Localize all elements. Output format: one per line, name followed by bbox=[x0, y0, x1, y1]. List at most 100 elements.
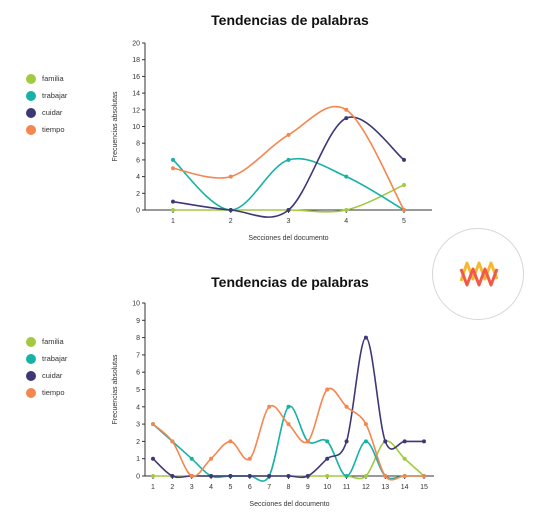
legend-label: tiempo bbox=[42, 388, 65, 397]
series-line-cuidar bbox=[172, 116, 405, 218]
data-point-cuidar bbox=[325, 456, 330, 461]
legend-item-trabajar[interactable]: trabajar bbox=[26, 87, 67, 104]
legend-swatch bbox=[26, 90, 36, 101]
y-tick-label: 18 bbox=[132, 57, 140, 64]
data-point-tiempo bbox=[151, 422, 155, 427]
data-point-cuidar bbox=[344, 116, 349, 121]
data-point-tiempo bbox=[383, 474, 388, 478]
legend-label: cuidar bbox=[42, 371, 63, 380]
data-point-familia bbox=[151, 474, 155, 478]
x-tick-label: 7 bbox=[267, 484, 271, 491]
y-tick-label: 8 bbox=[136, 141, 140, 148]
legend-item-familia[interactable]: familia bbox=[26, 333, 67, 350]
data-point-cuidar bbox=[344, 439, 349, 444]
data-point-familia bbox=[344, 208, 349, 212]
y-tick-label: 20 bbox=[132, 41, 140, 48]
legend-label: familia bbox=[42, 337, 64, 346]
data-point-trabajar bbox=[286, 404, 291, 409]
y-tick-label: 2 bbox=[136, 439, 140, 446]
x-tick-label: 15 bbox=[420, 484, 428, 491]
y-tick-label: 0 bbox=[136, 208, 140, 215]
legend-swatch bbox=[26, 336, 36, 347]
legend-item-tiempo[interactable]: tiempo bbox=[26, 121, 67, 138]
x-axis-title: Secciones del documento bbox=[248, 235, 328, 242]
legend-swatch bbox=[26, 370, 36, 381]
y-tick-label: 4 bbox=[136, 174, 140, 181]
chart-panel-top: Tendencias de palabras familia trabajar … bbox=[0, 0, 539, 255]
data-point-cuidar bbox=[170, 474, 175, 478]
data-point-cuidar bbox=[209, 474, 214, 478]
chart-panel-bottom: Tendencias de palabras familia trabajar … bbox=[0, 262, 539, 529]
x-tick-label: 11 bbox=[343, 484, 350, 491]
data-point-tiempo bbox=[325, 387, 330, 392]
data-point-tiempo bbox=[402, 208, 406, 212]
data-point-tiempo bbox=[305, 439, 310, 444]
data-point-trabajar bbox=[344, 474, 349, 478]
data-point-tiempo bbox=[344, 107, 349, 112]
legend-item-cuidar[interactable]: cuidar bbox=[26, 367, 67, 384]
data-point-cuidar bbox=[151, 456, 155, 461]
data-point-cuidar bbox=[305, 474, 310, 478]
y-tick-label: 12 bbox=[132, 107, 140, 114]
x-tick-label: 12 bbox=[362, 484, 370, 491]
data-point-cuidar bbox=[228, 474, 233, 478]
legend-label: trabajar bbox=[42, 354, 68, 363]
data-point-familia bbox=[402, 182, 406, 187]
x-tick-label: 2 bbox=[229, 218, 233, 225]
y-tick-label: 4 bbox=[136, 404, 140, 411]
y-tick-label: 7 bbox=[136, 352, 140, 359]
series-line-tiempo bbox=[172, 105, 405, 211]
legend-item-cuidar[interactable]: cuidar bbox=[26, 104, 67, 121]
data-point-trabajar bbox=[286, 157, 291, 162]
legend: familia trabajar cuidar tiempo bbox=[26, 70, 67, 138]
data-point-trabajar bbox=[325, 439, 330, 444]
data-point-tiempo bbox=[344, 404, 349, 409]
x-tick-label: 9 bbox=[306, 484, 310, 491]
legend-swatch bbox=[26, 73, 36, 84]
data-point-trabajar bbox=[171, 157, 175, 162]
x-axis-title: Secciones del documento bbox=[249, 501, 329, 508]
data-point-tiempo bbox=[402, 474, 407, 478]
x-tick-label: 5 bbox=[228, 484, 232, 491]
data-point-cuidar bbox=[402, 439, 407, 444]
x-tick-label: 1 bbox=[151, 484, 155, 491]
data-point-tiempo bbox=[189, 474, 194, 478]
data-point-trabajar bbox=[344, 174, 349, 179]
x-tick-label: 8 bbox=[287, 484, 291, 491]
data-point-tiempo bbox=[363, 422, 368, 427]
data-point-tiempo bbox=[422, 474, 426, 478]
y-tick-label: 16 bbox=[132, 74, 140, 81]
y-tick-label: 9 bbox=[136, 318, 140, 325]
data-point-cuidar bbox=[171, 199, 175, 204]
x-tick-label: 10 bbox=[323, 484, 331, 491]
legend-label: tiempo bbox=[42, 125, 65, 134]
x-tick-label: 13 bbox=[381, 484, 389, 491]
data-point-cuidar bbox=[267, 474, 272, 478]
x-tick-label: 6 bbox=[248, 484, 252, 491]
data-point-tiempo bbox=[247, 456, 252, 461]
x-tick-label: 4 bbox=[209, 484, 213, 491]
legend-swatch bbox=[26, 107, 36, 118]
data-point-familia bbox=[325, 474, 330, 478]
y-tick-label: 6 bbox=[136, 157, 140, 164]
y-tick-label: 8 bbox=[136, 335, 140, 342]
legend-item-familia[interactable]: familia bbox=[26, 70, 67, 87]
legend-label: familia bbox=[42, 74, 64, 83]
x-tick-label: 3 bbox=[287, 218, 291, 225]
x-tick-label: 5 bbox=[402, 218, 406, 225]
y-tick-label: 1 bbox=[136, 456, 140, 463]
legend: familia trabajar cuidar tiempo bbox=[26, 333, 67, 401]
legend-swatch bbox=[26, 124, 36, 135]
y-axis-title: Frecuencias absolutas bbox=[112, 91, 119, 162]
data-point-cuidar bbox=[363, 335, 368, 340]
data-point-trabajar bbox=[189, 456, 194, 461]
chart-title: Tendencias de palabras bbox=[211, 274, 369, 290]
data-point-trabajar bbox=[363, 439, 368, 444]
y-tick-label: 10 bbox=[132, 124, 140, 131]
data-point-cuidar bbox=[247, 474, 252, 478]
y-tick-label: 0 bbox=[136, 474, 140, 481]
legend-item-trabajar[interactable]: trabajar bbox=[26, 350, 67, 367]
legend-item-tiempo[interactable]: tiempo bbox=[26, 384, 67, 401]
